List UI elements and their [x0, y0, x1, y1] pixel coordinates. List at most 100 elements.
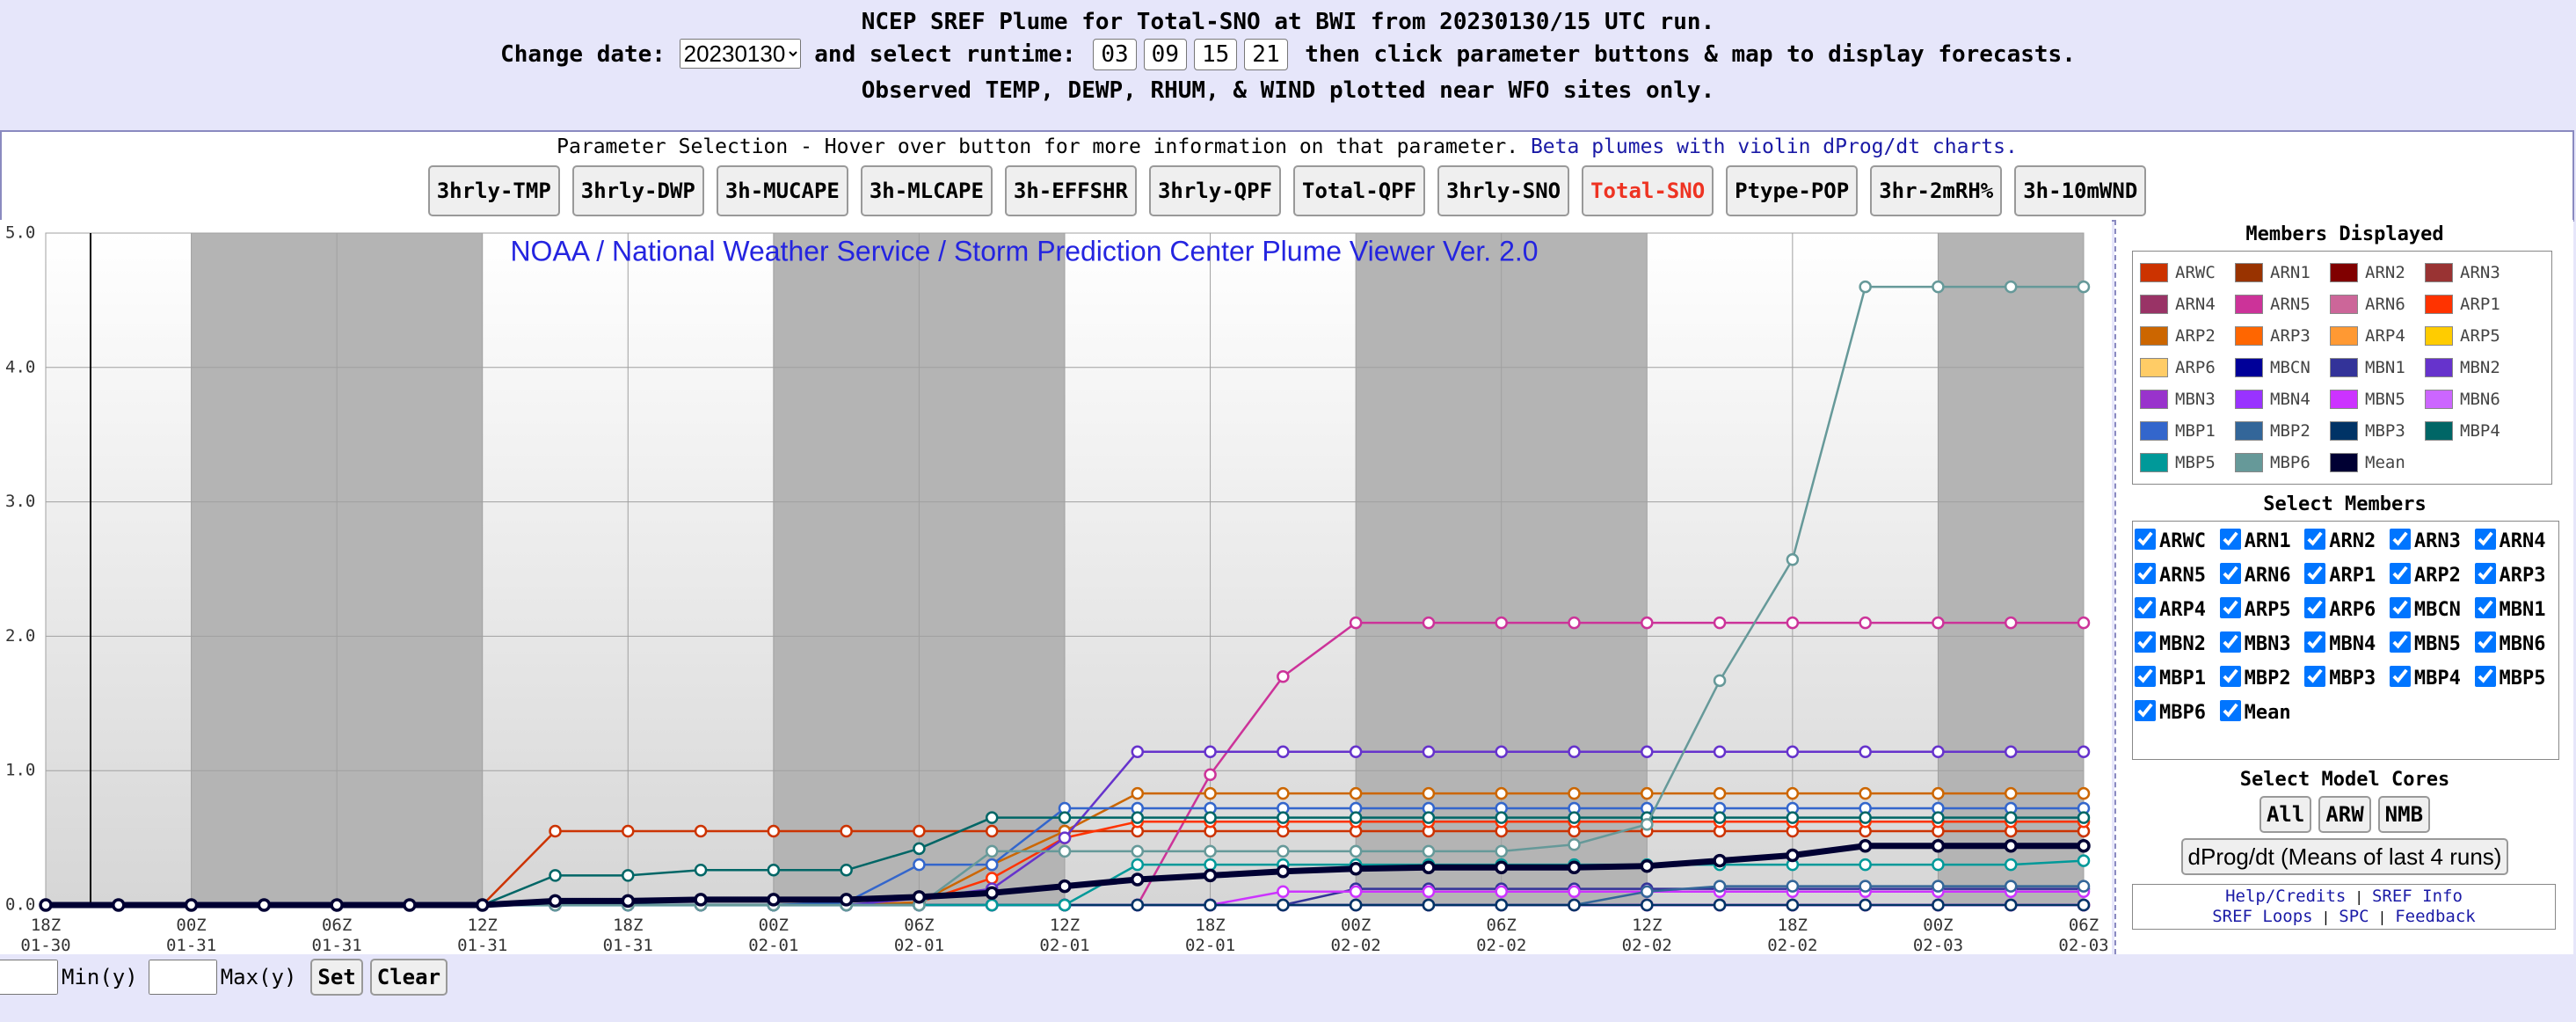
parameter-button[interactable]: 3hrly-QPF: [1148, 165, 1281, 216]
max-input[interactable]: [148, 960, 217, 995]
member-checkbox[interactable]: [2389, 529, 2411, 550]
link[interactable]: SREF Loops: [2212, 907, 2313, 926]
runtime-button[interactable]: 15: [1193, 39, 1238, 70]
member-checkbox[interactable]: [2474, 666, 2496, 687]
link[interactable]: SREF Info: [2371, 887, 2463, 906]
member-checkbox[interactable]: [2389, 597, 2411, 618]
member-checkbox[interactable]: [2304, 631, 2326, 653]
member-checkbox[interactable]: [2219, 597, 2241, 618]
parameter-button[interactable]: 3h-MUCAPE: [716, 165, 848, 216]
member-option: ARP6: [2304, 597, 2376, 621]
member-label: ARP4: [2159, 599, 2206, 621]
member-checkbox[interactable]: [2304, 563, 2326, 584]
link[interactable]: Feedback: [2395, 907, 2476, 926]
data-point: [1422, 860, 1436, 874]
parameter-button[interactable]: 3hrly-SNO: [1437, 165, 1570, 216]
member-checkbox[interactable]: [2135, 563, 2156, 584]
runtime-button[interactable]: 03: [1093, 39, 1137, 70]
set-button[interactable]: Set: [310, 959, 363, 996]
data-point: [2004, 616, 2018, 630]
member-checkbox[interactable]: [2135, 631, 2156, 653]
parameter-button[interactable]: 3h-10mWND: [2014, 165, 2147, 216]
data-point: [1495, 844, 1508, 858]
data-point: [1058, 811, 1072, 824]
date-select[interactable]: 20230130: [679, 39, 801, 69]
parameter-button[interactable]: Ptype-POP: [1726, 165, 1859, 216]
member-option: ARWC: [2135, 529, 2206, 552]
min-input[interactable]: [0, 960, 58, 995]
core-button[interactable]: ARW: [2318, 796, 2371, 833]
parameter-button[interactable]: 3hrly-DWP: [571, 165, 704, 216]
member-checkbox[interactable]: [2135, 529, 2156, 550]
parameter-button[interactable]: 3hr-2mRH%: [1870, 165, 2003, 216]
member-option: MBP1: [2135, 666, 2206, 690]
data-point: [1131, 811, 1145, 824]
member-checkbox[interactable]: [2219, 631, 2241, 653]
parameter-button[interactable]: Total-SNO: [1582, 165, 1714, 216]
legend-swatch: [2330, 326, 2358, 346]
parameter-button[interactable]: Total-QPF: [1293, 165, 1426, 216]
member-checkbox[interactable]: [2304, 666, 2326, 687]
parameter-button[interactable]: 3h-EFFSHR: [1004, 165, 1137, 216]
member-checkbox[interactable]: [2219, 529, 2241, 550]
legend-item: MBN5: [2330, 383, 2425, 415]
member-checkbox[interactable]: [2135, 597, 2156, 618]
data-point: [694, 864, 708, 877]
x-tick-label: 06Z 02-03: [2058, 916, 2109, 955]
legend-item: MBP4: [2425, 415, 2520, 447]
data-point: [1422, 844, 1436, 858]
data-point: [1859, 898, 1872, 912]
member-checkbox[interactable]: [2474, 631, 2496, 653]
legend-item: ARP1: [2425, 288, 2520, 320]
label: Change date:: [500, 41, 666, 68]
member-option: MBN4: [2304, 631, 2376, 655]
member-checkbox[interactable]: [2219, 666, 2241, 687]
legend-label: ARN2: [2365, 263, 2405, 282]
data-point: [2004, 280, 2018, 294]
member-checkbox[interactable]: [2135, 700, 2156, 721]
data-point: [1203, 868, 1218, 883]
data-point: [1422, 898, 1436, 912]
clear-button[interactable]: Clear: [369, 959, 448, 996]
core-button[interactable]: NMB: [2377, 796, 2431, 833]
runtime-button[interactable]: 09: [1143, 39, 1187, 70]
legend-item: ARP6: [2140, 352, 2235, 383]
title: NCEP SREF Plume for Total-SNO at BWI fro…: [861, 9, 1715, 35]
member-checkbox[interactable]: [2474, 597, 2496, 618]
runtime-button[interactable]: 21: [1244, 39, 1288, 70]
member-label: ARWC: [2159, 530, 2206, 552]
beta-link[interactable]: Beta plumes with violin dProg/dt charts.: [1530, 135, 2018, 158]
x-tick-label: 06Z 01-31: [311, 916, 362, 955]
member-checkbox[interactable]: [2304, 529, 2326, 550]
member-checkbox[interactable]: [2219, 563, 2241, 584]
link[interactable]: SPC: [2339, 907, 2369, 926]
member-checkbox[interactable]: [2474, 563, 2496, 584]
member-option: ARN5: [2135, 563, 2206, 587]
data-point: [839, 893, 854, 907]
member-checkbox[interactable]: [2304, 597, 2326, 618]
data-point: [1641, 745, 1654, 759]
legend-item: ARN6: [2330, 288, 2425, 320]
link[interactable]: Help/Credits: [2225, 887, 2347, 906]
data-point: [1277, 811, 1290, 824]
core-button[interactable]: All: [2259, 796, 2312, 833]
member-checkbox[interactable]: [2135, 666, 2156, 687]
data-point: [1349, 616, 1363, 630]
member-checkbox[interactable]: [2474, 529, 2496, 550]
data-point: [403, 898, 417, 912]
dprog-button[interactable]: dProg/dt (Means of last 4 runs): [2180, 838, 2509, 875]
data-point: [2004, 811, 2018, 824]
member-label: ARP5: [2244, 599, 2291, 621]
member-checkbox[interactable]: [2389, 563, 2411, 584]
member-checkbox[interactable]: [2219, 700, 2241, 721]
x-tick-label: 00Z 02-01: [748, 916, 799, 955]
data-point: [1568, 811, 1581, 824]
data-point: [1204, 745, 1217, 759]
parameter-button[interactable]: 3h-MLCAPE: [860, 165, 993, 216]
member-checkbox[interactable]: [2389, 631, 2411, 653]
legend-item: ARP5: [2425, 320, 2520, 352]
min-label: Min(y): [62, 965, 138, 989]
data-point: [1422, 616, 1436, 630]
parameter-button[interactable]: 3hrly-TMP: [427, 165, 560, 216]
member-checkbox[interactable]: [2389, 666, 2411, 687]
